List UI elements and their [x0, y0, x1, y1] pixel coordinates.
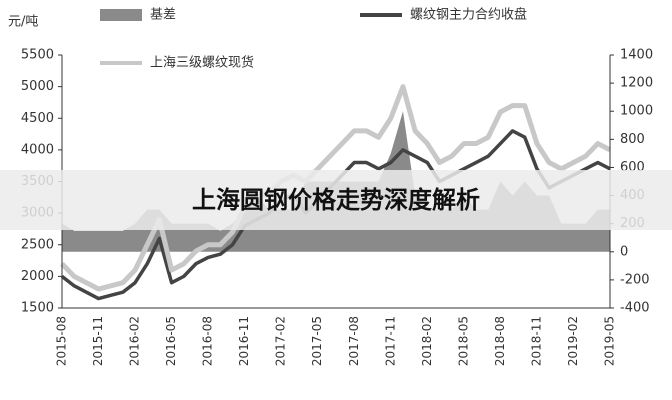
legend-label: 螺纹钢主力合约收盘 [410, 7, 527, 23]
y2-tick-label: 800 [620, 132, 645, 147]
y-tick-label: 4500 [21, 111, 54, 126]
x-tick-label: 2019-05 [603, 316, 617, 366]
price-line [60, 84, 612, 292]
x-tick-label: 2018-02 [420, 316, 434, 366]
x-tick-label: 2017-11 [383, 316, 397, 366]
x-tick-label: 2017-05 [310, 316, 324, 366]
y-tick-label: 1500 [21, 301, 54, 316]
y-tick-label: 4000 [21, 142, 54, 157]
y-axis-unit: 元/吨 [8, 15, 38, 30]
y-tick-label: 2500 [21, 237, 54, 252]
legend-swatch [100, 9, 142, 21]
y-tick-label: 2000 [21, 269, 54, 284]
y2-tick-label: 1400 [620, 48, 653, 63]
x-tick-label: 2016-05 [164, 316, 178, 366]
y-tick-label: 5500 [21, 48, 54, 63]
x-tick-label: 2018-05 [456, 316, 470, 366]
x-tick-label: 2018-08 [493, 316, 507, 366]
x-tick-label: 2017-02 [274, 316, 288, 366]
x-tick-label: 2015-08 [55, 316, 69, 366]
legend-label: 基差 [150, 8, 176, 23]
x-tick-label: 2015-11 [91, 316, 105, 366]
x-tick-label: 2016-11 [237, 316, 251, 366]
y-tick-label: 5000 [21, 79, 54, 94]
x-tick-label: 2018-11 [529, 316, 543, 366]
y2-tick-label: -200 [620, 272, 650, 287]
banner-bg [0, 170, 672, 230]
x-tick-label: 2016-08 [201, 316, 215, 366]
x-tick-label: 2019-02 [566, 316, 580, 366]
banner-title: 上海圆钢价格走势深度解析 [192, 186, 480, 214]
x-tick-label: 2017-08 [347, 316, 361, 366]
y2-tick-label: -400 [620, 301, 650, 316]
legend-label: 上海三级螺纹现货 [150, 55, 254, 71]
x-tick-label: 2016-02 [128, 316, 142, 366]
y2-tick-label: 1200 [620, 76, 653, 91]
y2-tick-label: 0 [620, 244, 628, 259]
y2-tick-label: 1000 [620, 104, 653, 119]
